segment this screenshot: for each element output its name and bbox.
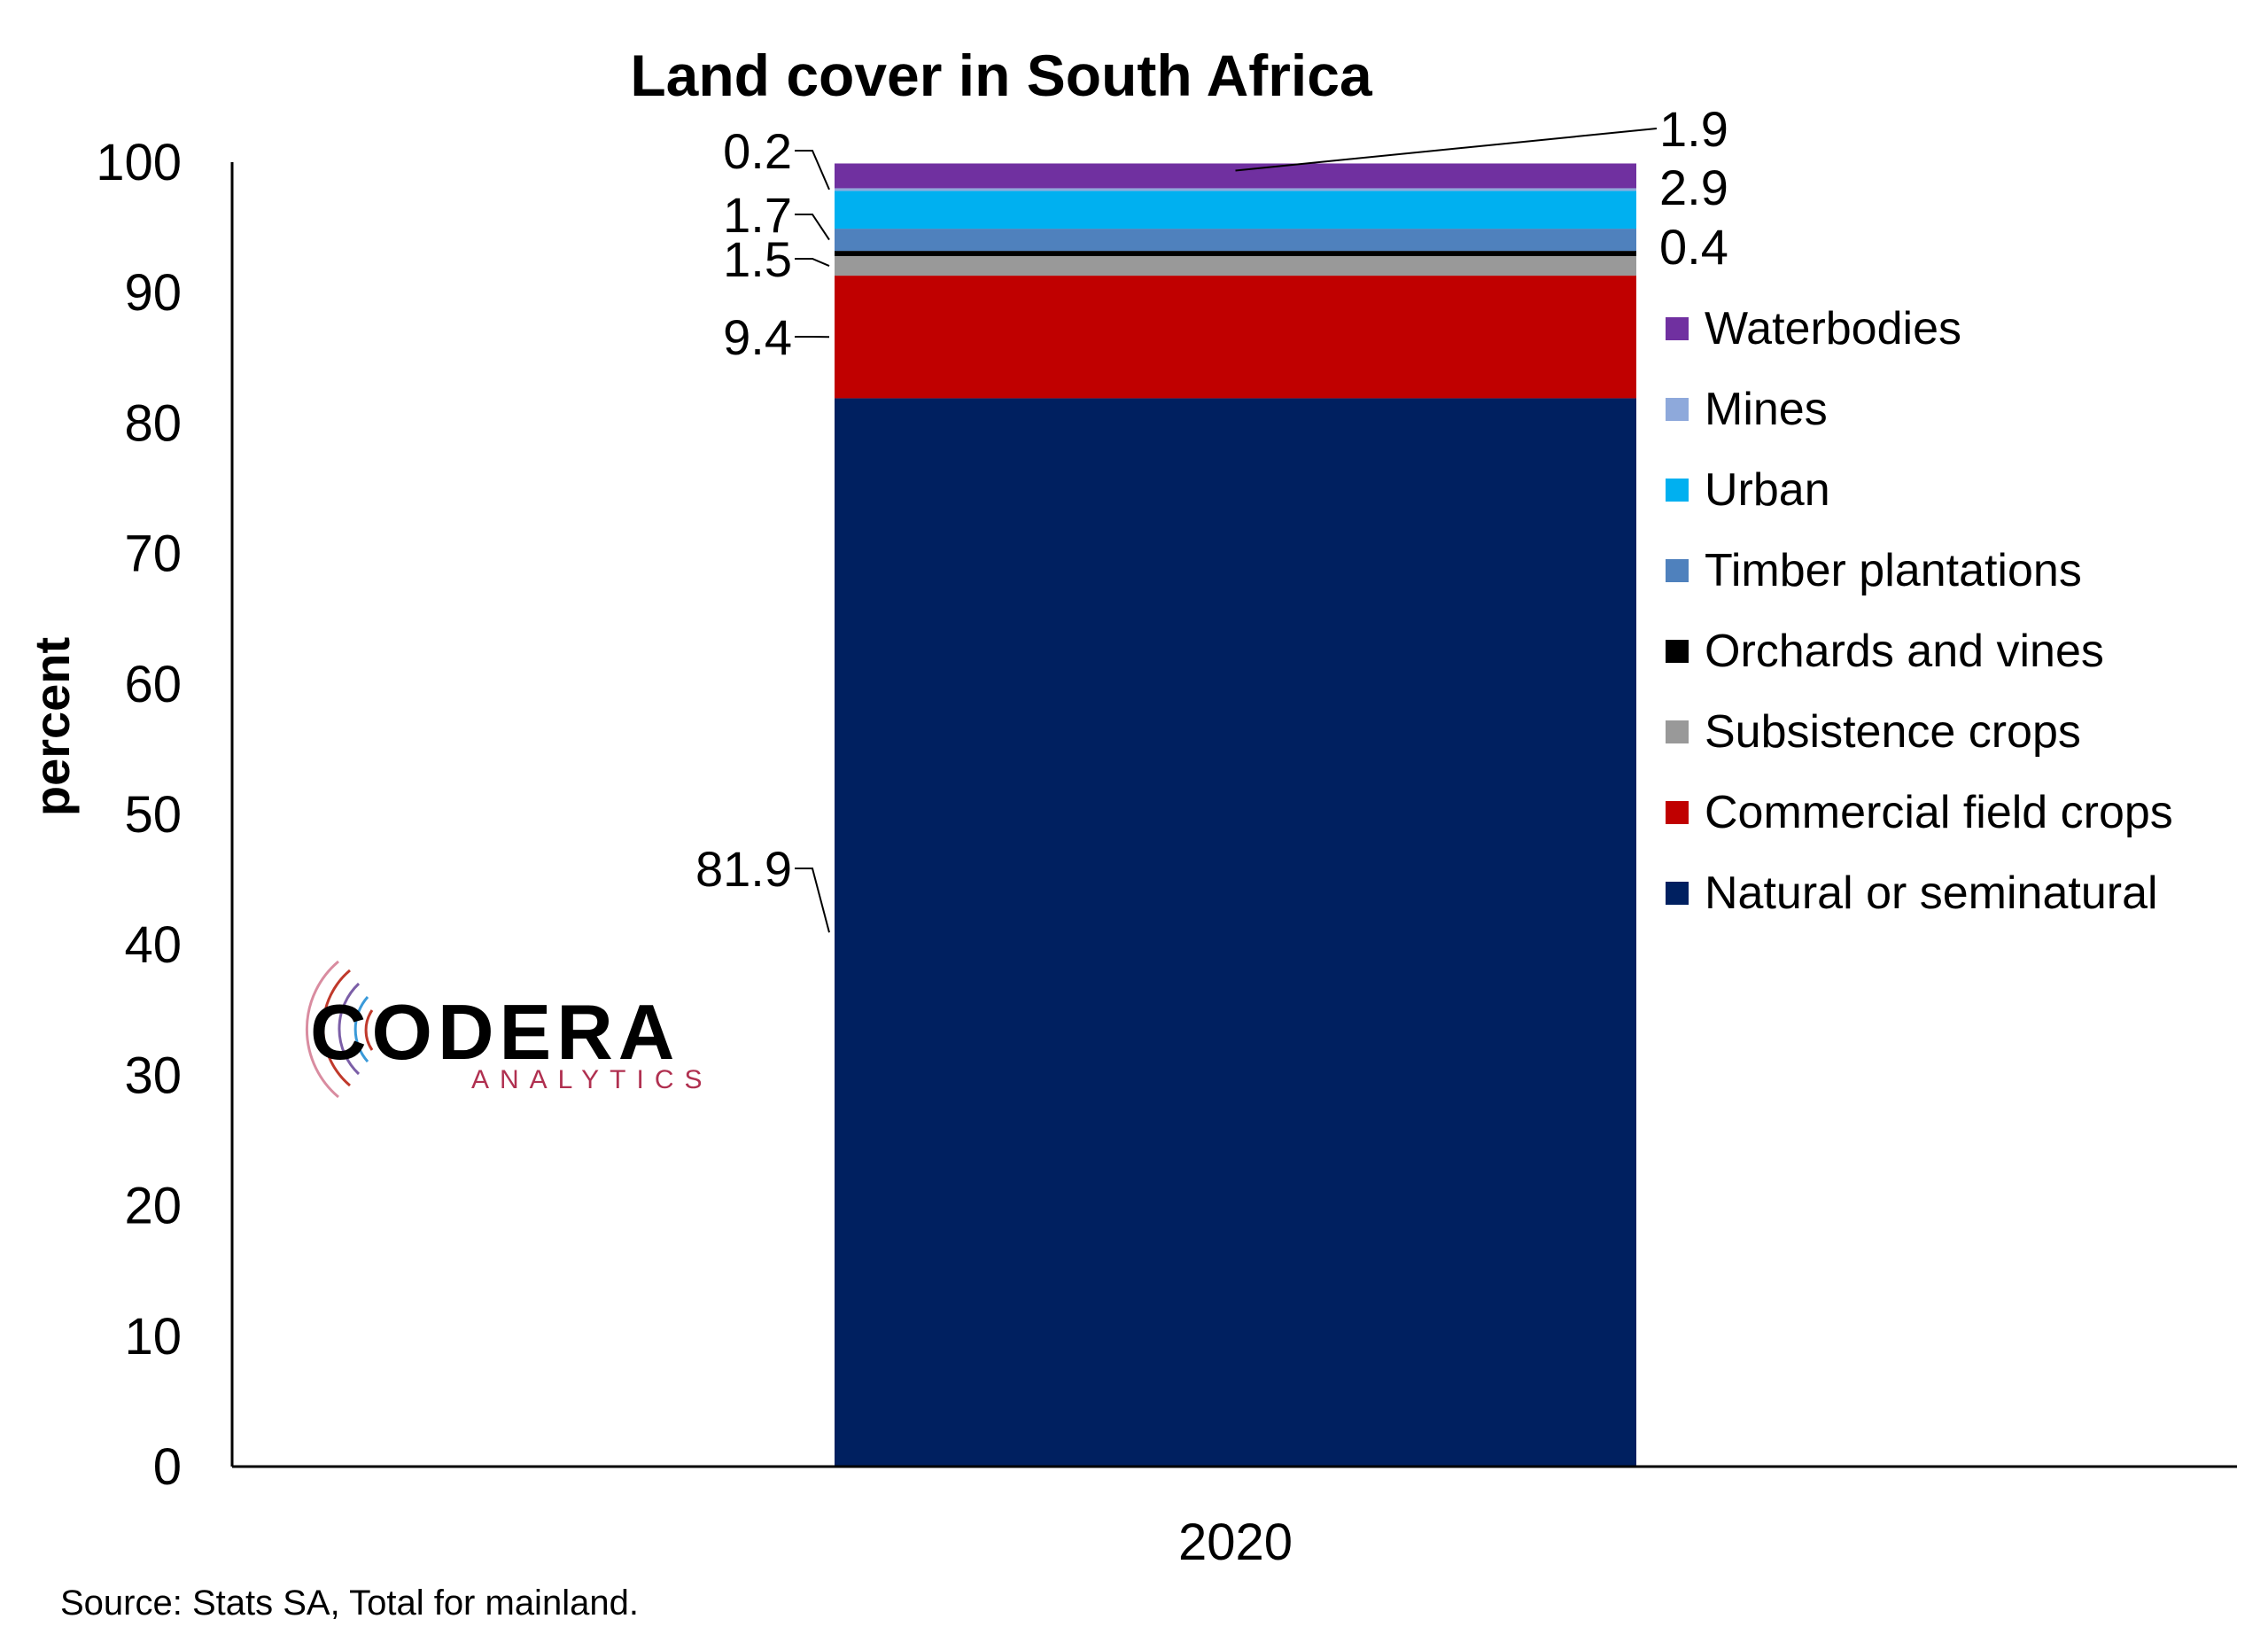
leader-line	[1235, 128, 1658, 172]
bar-segment	[835, 229, 1636, 252]
y-tick-label: 30	[124, 1047, 182, 1104]
y-tick-label: 90	[124, 264, 182, 322]
leader-line	[795, 150, 830, 191]
legend-swatch	[1666, 720, 1689, 743]
data-label: 1.9	[1659, 101, 1728, 157]
bar-segment	[835, 276, 1636, 399]
y-tick-label: 60	[124, 656, 182, 713]
legend-label: Natural or seminatural	[1705, 868, 2158, 919]
data-label: 81.9	[695, 841, 792, 897]
bar-segment	[835, 188, 1636, 191]
legend-label: Mines	[1705, 384, 1828, 435]
legend-label: Commercial field crops	[1705, 787, 2173, 838]
legend-swatch	[1666, 559, 1689, 582]
legend-swatch	[1666, 479, 1689, 502]
y-axis-ticks: 0 10 20 30 40 50 60 70 80 90 100	[96, 134, 182, 1496]
y-tick-label: 80	[124, 394, 182, 452]
legend-label: Waterbodies	[1705, 303, 1961, 354]
leader-line	[795, 868, 830, 933]
logo-arc-icon	[305, 960, 374, 1099]
data-label: 9.4	[723, 309, 792, 365]
codera-logo: CODERA ANALYTICS	[305, 960, 713, 1099]
y-tick-label: 10	[124, 1308, 182, 1366]
bar-segment	[835, 163, 1636, 189]
leader-line	[795, 214, 830, 241]
legend-label: Urban	[1705, 464, 1830, 516]
logo-name: CODERA	[310, 988, 680, 1076]
data-label: 0.4	[1659, 219, 1728, 275]
legend-label: Timber plantations	[1705, 545, 2082, 596]
data-label: 2.9	[1659, 160, 1728, 215]
bar-segment	[835, 255, 1636, 276]
y-tick-label: 40	[124, 916, 182, 974]
y-tick-label: 0	[153, 1438, 182, 1496]
y-tick-label: 100	[96, 134, 182, 191]
bar-segments	[835, 163, 1636, 1467]
logo-subtitle: ANALYTICS	[471, 1065, 713, 1094]
x-axis-ticks: 2020	[1178, 1514, 1293, 1571]
legend-swatch	[1666, 882, 1689, 905]
bar-segment	[835, 398, 1636, 1467]
bar-segment	[835, 191, 1636, 230]
bar-segment	[835, 251, 1636, 256]
data-label: 0.2	[723, 123, 792, 179]
legend-swatch	[1666, 398, 1689, 421]
legend-swatch	[1666, 801, 1689, 824]
legend-label: Subsistence crops	[1705, 706, 2081, 758]
data-label: 1.5	[723, 231, 792, 287]
legend-label: Orchards and vines	[1705, 626, 2104, 677]
chart-title: Land cover in South Africa	[630, 43, 1373, 108]
legend: Waterbodies Mines Urban Timber plantations O…	[1666, 303, 2173, 919]
legend-swatch	[1666, 640, 1689, 663]
data-label: 1.7	[723, 187, 792, 243]
y-tick-label: 70	[124, 525, 182, 583]
legend-swatch	[1666, 317, 1689, 340]
y-axis-label: percent	[24, 637, 80, 816]
source-note: Source: Stats SA, Total for mainland.	[60, 1584, 639, 1623]
y-tick-label: 50	[124, 786, 182, 844]
y-tick-label: 20	[124, 1178, 182, 1235]
x-tick-label: 2020	[1178, 1514, 1293, 1571]
data-labels: 81.9 9.4 1.5 0.4 1.7 2.9 0.2 1.9	[695, 101, 1728, 933]
leader-line	[795, 258, 830, 267]
